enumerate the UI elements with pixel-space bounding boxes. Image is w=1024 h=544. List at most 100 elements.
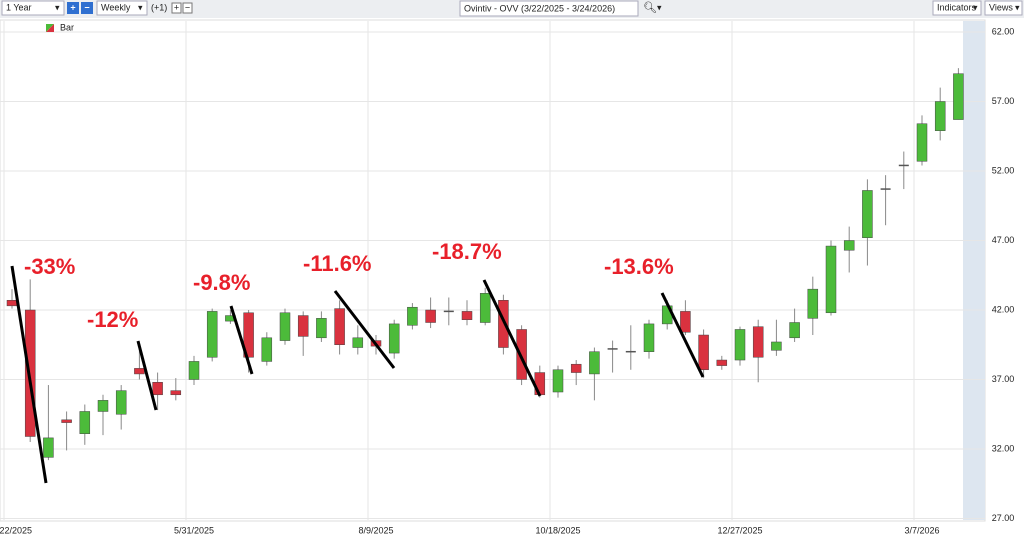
annotation: -12% xyxy=(87,307,138,332)
candle-body xyxy=(498,300,509,348)
candle-body xyxy=(934,101,946,131)
annotation: -9.8% xyxy=(193,270,250,295)
candle-body xyxy=(643,323,655,352)
views-button[interactable] xyxy=(984,0,1023,16)
candle-body xyxy=(261,337,273,362)
x-tick-label: 12/27/2025 xyxy=(717,525,762,535)
interval-select[interactable] xyxy=(96,0,148,16)
minus-icon: − xyxy=(84,2,89,12)
annotation: -13.6% xyxy=(604,254,674,279)
y-tick-label: 62.00 xyxy=(992,26,1015,36)
candle-body xyxy=(953,73,964,120)
candle-body xyxy=(115,390,127,415)
y-tick-label: 27.00 xyxy=(992,513,1015,523)
candle-body xyxy=(134,368,145,375)
symbol-input[interactable] xyxy=(459,0,639,17)
y-tick-label: 37.00 xyxy=(992,374,1015,384)
candle-body xyxy=(388,323,400,354)
indicators-label: Indicators xyxy=(937,2,977,12)
candle-body xyxy=(680,311,691,333)
legend-swatch xyxy=(46,24,54,32)
candle-body xyxy=(789,322,800,339)
candle-body xyxy=(79,411,91,434)
dropdown-arrow: ▾ xyxy=(1015,2,1020,12)
range-label: 1 Year xyxy=(6,2,32,12)
dropdown-arrow: ▾ xyxy=(55,2,60,12)
candle-body xyxy=(243,312,254,358)
trend-line xyxy=(229,305,254,375)
candle-body xyxy=(6,300,18,307)
y-tick-label: 52.00 xyxy=(992,165,1015,175)
y-tick-label: 32.00 xyxy=(992,443,1015,453)
annotation: -33% xyxy=(24,254,75,279)
legend-label: Bar xyxy=(60,22,74,32)
candle-body xyxy=(352,337,364,348)
candle-body xyxy=(334,308,345,345)
candle-body xyxy=(698,334,709,371)
candle-body xyxy=(443,310,454,313)
candle-body xyxy=(752,326,764,358)
candle-body xyxy=(807,288,819,319)
minus-icon: − xyxy=(185,2,190,12)
candle-body xyxy=(188,361,200,380)
dropdown-arrow: ▾ xyxy=(138,2,143,12)
trend-line xyxy=(333,290,396,369)
indicators-button[interactable] xyxy=(932,0,982,16)
annotation: -18.7% xyxy=(432,239,502,264)
x-tick-label: 8/9/2025 xyxy=(358,525,393,535)
trend-line xyxy=(10,265,48,484)
candle-body xyxy=(97,400,109,412)
candle-body xyxy=(771,341,782,351)
range-select[interactable] xyxy=(1,0,65,16)
candle-body xyxy=(407,306,418,326)
candle-body xyxy=(552,369,564,393)
x-tick-label: 3/7/2026 xyxy=(904,525,939,535)
candle-body xyxy=(607,348,618,350)
trend-line xyxy=(482,279,542,397)
candle-body xyxy=(461,311,473,320)
candle-body xyxy=(916,123,928,162)
candle-body xyxy=(297,315,309,337)
candle-body xyxy=(589,351,600,375)
dropdown-arrow: ▾ xyxy=(973,2,978,12)
candle-body xyxy=(279,312,291,341)
candle-body xyxy=(716,359,728,366)
candle-body xyxy=(843,240,855,251)
candle-body xyxy=(61,419,72,423)
annotation: -11.6% xyxy=(303,251,372,276)
y-tick-label: 47.00 xyxy=(992,235,1015,245)
y-tick-label: 42.00 xyxy=(992,304,1015,314)
offset-label: (+1) xyxy=(151,2,167,12)
candle-body xyxy=(862,190,873,238)
candle-body xyxy=(43,437,54,458)
candle-body xyxy=(570,363,582,373)
candle-body xyxy=(734,329,746,361)
candle-body xyxy=(898,164,909,167)
candle-body xyxy=(425,309,436,323)
plus-icon: + xyxy=(70,2,75,12)
candle-body xyxy=(316,318,327,339)
x-tick-label: 5/31/2025 xyxy=(174,525,214,535)
offset-minus[interactable] xyxy=(182,2,193,14)
trend-lines xyxy=(10,265,705,484)
candle-body xyxy=(825,245,837,314)
interval-label: Weekly xyxy=(101,2,131,12)
views-label: Views xyxy=(989,2,1013,12)
candle-body xyxy=(170,390,182,396)
plot-area xyxy=(0,19,986,522)
zoom-in[interactable] xyxy=(67,2,79,14)
search-icon[interactable]: 🔍︎ xyxy=(643,1,657,14)
symbol-label: Ovintiv - OVV (3/22/2025 - 3/24/2026) xyxy=(464,3,615,13)
candle-body xyxy=(479,293,491,323)
x-tick-label: 3/22/2025 xyxy=(0,525,32,535)
y-tick-label: 57.00 xyxy=(992,96,1015,106)
dropdown-arrow: ▾ xyxy=(657,2,662,12)
offset-plus[interactable] xyxy=(171,2,182,14)
trend-line xyxy=(660,292,705,378)
candle-body xyxy=(206,311,218,358)
future-region xyxy=(963,21,985,520)
zoom-out[interactable] xyxy=(81,2,93,14)
candle-body xyxy=(625,350,636,353)
